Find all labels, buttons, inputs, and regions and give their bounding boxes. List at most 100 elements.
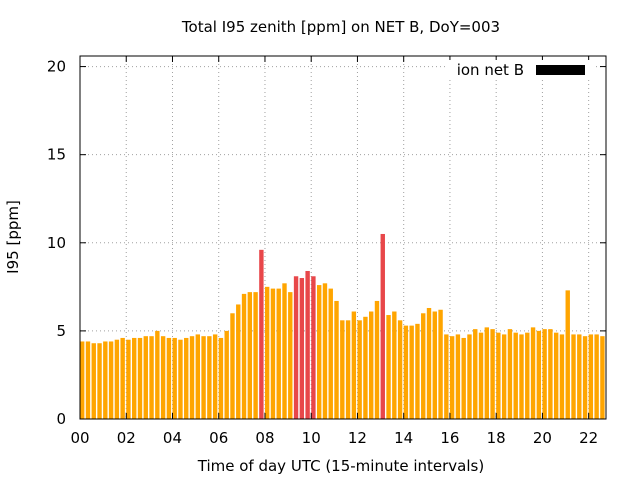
- bar: [218, 337, 224, 419]
- bar: [369, 311, 374, 419]
- bar: [594, 334, 599, 419]
- bar: [120, 337, 125, 419]
- bar: [513, 332, 518, 419]
- bar: [103, 341, 108, 419]
- y-axis-label: I95 [ppm]: [4, 200, 22, 274]
- bar: [397, 320, 403, 419]
- bar: [467, 334, 472, 419]
- y-tick-label: 0: [56, 410, 66, 428]
- bar: [455, 334, 461, 419]
- bar: [501, 334, 507, 419]
- bar: [444, 334, 449, 419]
- bar: [577, 334, 582, 419]
- bar: [553, 332, 559, 419]
- bar: [415, 323, 420, 419]
- bar: [143, 336, 148, 419]
- x-tick-label: 22: [579, 429, 598, 447]
- bar: [600, 336, 605, 419]
- bar: [184, 337, 189, 419]
- bar: [351, 311, 357, 419]
- chart-title: Total I95 zenith [ppm] on NET B, DoY=003: [181, 18, 500, 36]
- bar: [288, 292, 293, 419]
- bar: [571, 334, 576, 419]
- bar: [282, 283, 287, 419]
- bar: [345, 320, 351, 419]
- bar: [230, 313, 235, 419]
- y-tick-label: 20: [47, 58, 66, 76]
- bar: [525, 332, 530, 419]
- plot-frame: [79, 55, 607, 420]
- bar: [132, 337, 137, 419]
- bar: [293, 276, 299, 419]
- bar: [189, 336, 195, 419]
- bar: [299, 278, 305, 419]
- bar: [461, 337, 466, 419]
- legend-swatch: [536, 65, 585, 75]
- x-tick-label: 10: [302, 429, 321, 447]
- x-tick-label: 02: [117, 429, 136, 447]
- bar: [236, 304, 241, 419]
- bar: [403, 325, 409, 419]
- bar: [97, 343, 102, 419]
- bar: [160, 336, 166, 419]
- axis-ticks: 00 02 04 06 08 10 12 14 16 18 20 22 0 5 10 15 20: [47, 56, 606, 447]
- x-axis-label: Time of day UTC (15-minute intervals): [197, 457, 484, 475]
- bar: [542, 329, 547, 419]
- bar: [334, 300, 339, 419]
- bar: [80, 341, 85, 419]
- bar: [247, 292, 253, 419]
- bar: [276, 288, 281, 419]
- x-tick-label: 06: [209, 429, 228, 447]
- bar: [496, 332, 501, 419]
- bar: [340, 320, 345, 419]
- bar: [559, 334, 565, 419]
- bar: [473, 329, 478, 419]
- bar: [357, 320, 362, 419]
- bar: [484, 327, 490, 419]
- bar: [519, 334, 524, 419]
- bar: [386, 315, 391, 419]
- bar: [149, 336, 154, 419]
- bar: [114, 339, 120, 419]
- bar: [380, 233, 385, 419]
- bar: [155, 330, 160, 419]
- x-tick-label: 20: [533, 429, 552, 447]
- bar: [91, 343, 96, 419]
- bar: [328, 288, 333, 419]
- x-tick-label: 18: [487, 429, 506, 447]
- y-tick-label: 10: [47, 234, 66, 252]
- x-tick-label: 08: [255, 429, 274, 447]
- bar: [195, 334, 200, 419]
- bar: [582, 336, 588, 419]
- bar: [588, 334, 594, 419]
- bar: [224, 330, 229, 419]
- x-tick-label: 14: [394, 429, 413, 447]
- bar: [212, 334, 218, 419]
- bar: [478, 332, 484, 419]
- legend-label: ion net B: [457, 61, 524, 79]
- bar: [530, 327, 536, 419]
- bar: [253, 292, 258, 419]
- legend: ion net B: [448, 60, 596, 80]
- bar: [259, 249, 264, 419]
- bar: [108, 341, 114, 419]
- bar: [548, 329, 553, 419]
- bar: [490, 329, 495, 419]
- bar: [316, 285, 322, 419]
- bar: [311, 276, 316, 419]
- x-tick-label: 04: [163, 429, 182, 447]
- y-tick-label: 5: [56, 322, 66, 340]
- bar: [137, 337, 143, 419]
- bar: [270, 288, 276, 419]
- bar: [409, 325, 414, 419]
- bar: [241, 293, 247, 419]
- bar: [166, 337, 172, 419]
- bar: [421, 313, 426, 419]
- bar: [392, 311, 397, 419]
- gridlines: [80, 56, 606, 419]
- bar: [207, 336, 212, 419]
- bar: [172, 337, 177, 419]
- bar: [264, 286, 270, 419]
- bar: [305, 270, 310, 419]
